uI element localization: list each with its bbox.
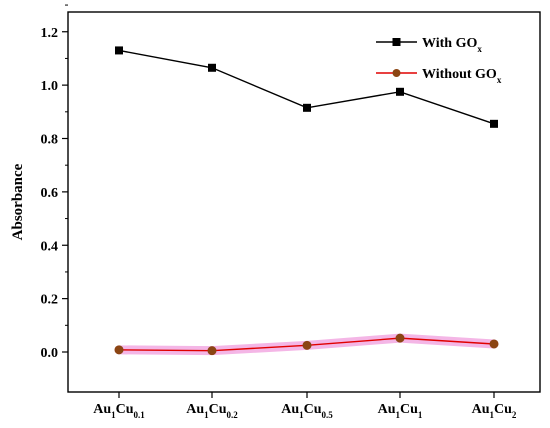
x-tick-subscript: 1 <box>111 410 116 420</box>
data-point-circle <box>114 345 124 355</box>
x-tick-text: Cu <box>494 402 512 417</box>
data-point-circle <box>302 340 312 350</box>
x-tick-subscript: 0.1 <box>134 410 146 420</box>
x-tick-label: Au1Cu0.5 <box>281 402 333 420</box>
x-tick-subscript: 1 <box>396 410 401 420</box>
x-tick-label: Au1Cu0.1 <box>93 402 145 420</box>
x-tick-subscript: 1 <box>299 410 304 420</box>
x-tick-subscript: 0.5 <box>322 410 334 420</box>
x-tick-text: Cu <box>116 402 134 417</box>
series-line-0 <box>118 49 495 125</box>
y-tick-label: 0.4 <box>41 239 59 254</box>
series-layer <box>114 46 499 356</box>
y-tick-label: 0.6 <box>41 186 59 201</box>
x-tick-label: Au1Cu0.2 <box>186 402 238 420</box>
x-tick-text: Au <box>378 402 396 417</box>
plot-frame <box>67 11 541 393</box>
data-point-square <box>303 103 311 112</box>
legend-marker-square <box>392 38 401 46</box>
x-tick-text: Au <box>186 402 204 417</box>
data-point-square <box>490 119 498 128</box>
data-point-square <box>208 63 216 72</box>
y-tick-label: 0.0 <box>41 346 59 361</box>
y-tick-label: 1.0 <box>41 79 59 94</box>
data-point-circle <box>489 339 499 349</box>
y-tick-label: 0.2 <box>41 293 59 308</box>
x-tick-text: Cu <box>304 402 322 417</box>
x-tick-label: Au1Cu1 <box>378 402 423 420</box>
legend-label-subscript: x <box>497 75 502 85</box>
y-axis-title: Absorbance <box>10 163 26 240</box>
x-tick-subscript: 2 <box>512 410 517 420</box>
x-axis: Au1Cu0.1 Au1Cu0.2 Au1Cu0.5 Au1Cu1 Au1Cu2 <box>93 392 517 420</box>
data-point-square <box>396 87 404 96</box>
x-tick-label: Au1Cu2 <box>472 402 517 420</box>
x-tick-subscript: 1 <box>490 410 495 420</box>
x-tick-subscript: 0.2 <box>227 410 239 420</box>
x-tick-text: Au <box>472 402 490 417</box>
x-tick-text: Cu <box>209 402 227 417</box>
legend-label: With GOx <box>422 36 482 54</box>
legend-label-text: Without GO <box>422 67 497 82</box>
y-tick-label: 0.8 <box>41 133 59 148</box>
legend-marker-circle <box>392 69 401 77</box>
y-axis: 0.00.20.40.60.81.01.21.41.6 <box>41 4 68 361</box>
data-point-square <box>115 46 123 55</box>
x-tick-subscript: 1 <box>204 410 209 420</box>
data-point-circle <box>395 333 405 343</box>
data-point-circle <box>207 346 217 356</box>
x-tick-text: Cu <box>400 402 418 417</box>
legend-label: Without GOx <box>422 67 502 85</box>
x-tick-text: Au <box>93 402 111 417</box>
y-tick-label: 1.2 <box>41 26 59 41</box>
x-tick-subscript: 1 <box>418 410 423 420</box>
legend-label-text: With GO <box>422 36 477 51</box>
x-tick-text: Au <box>281 402 299 417</box>
legend-label-subscript: x <box>477 44 482 54</box>
